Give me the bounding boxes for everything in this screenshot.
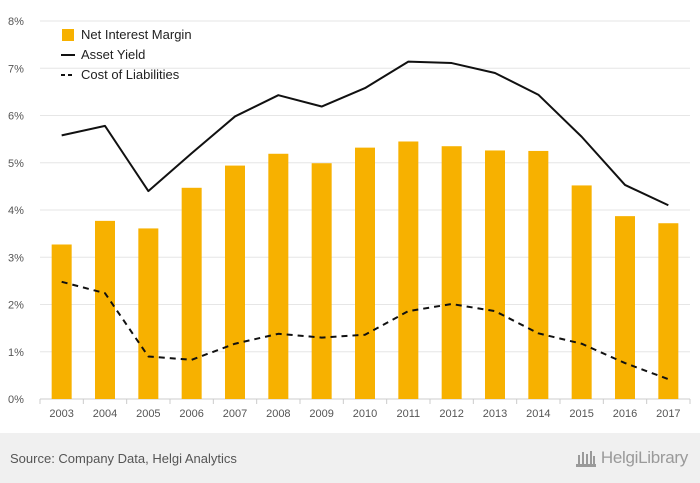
library-icon bbox=[575, 451, 596, 467]
legend-label-net-interest-margin: Net Interest Margin bbox=[81, 27, 192, 42]
x-tick-label: 2003 bbox=[49, 408, 73, 420]
x-tick-label: 2009 bbox=[309, 408, 333, 420]
legend-label-asset-yield: Asset Yield bbox=[81, 47, 145, 62]
y-tick-label: 7% bbox=[8, 63, 24, 75]
x-tick-label: 2010 bbox=[353, 408, 377, 420]
bar-net-interest-margin bbox=[485, 150, 505, 399]
x-tick-label: 2008 bbox=[266, 408, 290, 420]
y-tick-label: 8% bbox=[8, 16, 24, 28]
bar-net-interest-margin bbox=[51, 244, 72, 399]
source-note: Source: Company Data, Helgi Analytics bbox=[10, 451, 237, 466]
bar-net-interest-margin bbox=[225, 165, 245, 399]
y-tick-label: 6% bbox=[8, 111, 24, 123]
bar-net-interest-margin bbox=[398, 141, 419, 400]
bar-net-interest-margin bbox=[571, 185, 592, 399]
y-tick-label: 5% bbox=[8, 158, 24, 170]
bar-net-interest-margin bbox=[615, 216, 635, 399]
y-tick-label: 0% bbox=[8, 394, 24, 406]
legend-label-cost-of-liabilities: Cost of Liabilities bbox=[81, 67, 180, 82]
brand-logo[interactable]: HelgiLibrary bbox=[575, 447, 688, 469]
x-tick-label: 2013 bbox=[483, 408, 507, 420]
y-tick-label: 4% bbox=[8, 205, 24, 217]
bar-net-interest-margin bbox=[355, 147, 375, 399]
legend-swatch-net-interest-margin bbox=[62, 29, 74, 41]
x-tick-label: 2011 bbox=[397, 408, 421, 420]
bar-net-interest-margin bbox=[95, 220, 115, 399]
x-tick-label: 2012 bbox=[439, 408, 463, 420]
bar-net-interest-margin bbox=[441, 146, 462, 399]
x-tick-label: 2007 bbox=[223, 408, 247, 420]
x-tick-label: 2014 bbox=[526, 408, 550, 420]
y-tick-label: 2% bbox=[8, 300, 24, 312]
footer: Source: Company Data, Helgi Analytics He… bbox=[0, 433, 700, 483]
bar-net-interest-margin bbox=[138, 228, 159, 399]
bar-net-interest-margin bbox=[181, 187, 202, 399]
brand-name: HelgiLibrary bbox=[600, 448, 688, 467]
x-tick-label: 2006 bbox=[179, 408, 203, 420]
x-tick-label: 2017 bbox=[656, 408, 680, 420]
x-tick-label: 2015 bbox=[569, 408, 593, 420]
bar-net-interest-margin bbox=[311, 163, 332, 399]
y-tick-label: 3% bbox=[8, 252, 24, 264]
line-cost-of-liabilities bbox=[61, 280, 669, 381]
x-tick-label: 2005 bbox=[136, 408, 160, 420]
bar-net-interest-margin bbox=[658, 223, 679, 399]
x-tick-label: 2016 bbox=[613, 408, 637, 420]
chart-svg: 0% 1% 2% 3% 4% 5% 6% 7% 8% 2003 2004 2005 2006 2007 20… bbox=[8, 16, 691, 420]
bar-net-interest-margin bbox=[268, 153, 289, 399]
line-asset-yield bbox=[61, 60, 669, 207]
y-tick-label: 1% bbox=[8, 347, 24, 359]
x-tick-label: 2004 bbox=[93, 408, 117, 420]
bar-net-interest-margin bbox=[528, 150, 549, 399]
